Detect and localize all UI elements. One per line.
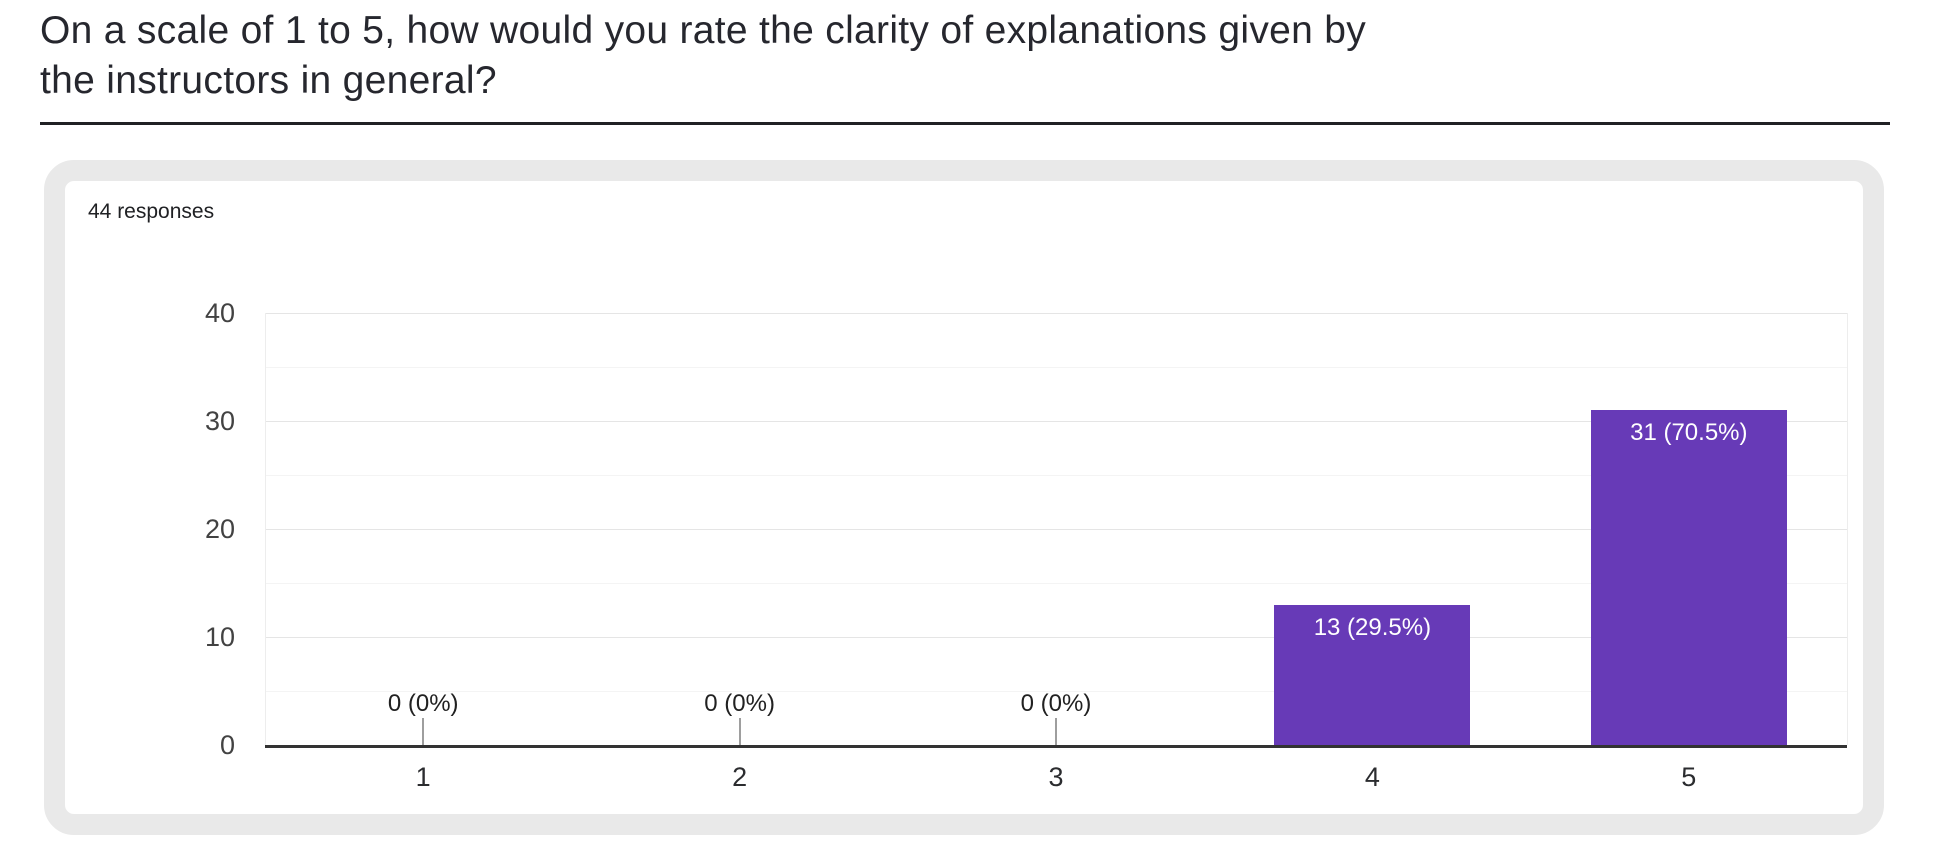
zero-value-label: 0 (0%) <box>704 690 775 717</box>
plot-left-border <box>265 313 266 745</box>
gridline-major <box>265 313 1847 314</box>
zero-value-label: 0 (0%) <box>1020 690 1092 717</box>
bar-chart: 0 10 20 30 40 0 (0%) 1 0 (0%) 2 0 (0%) 3 13 (29.5%)… <box>65 181 1863 814</box>
x-tick-label: 5 <box>1681 762 1697 792</box>
y-tick-label: 10 <box>204 622 235 652</box>
zero-value-label: 0 (0%) <box>387 690 459 717</box>
x-tick-label: 4 <box>1364 762 1380 792</box>
gridline-minor <box>265 475 1847 476</box>
bar[interactable] <box>1590 410 1787 745</box>
bar[interactable] <box>1274 604 1471 745</box>
plot-right-border <box>1847 313 1848 745</box>
y-tick-label: 20 <box>204 514 235 544</box>
question-title-line-2: the instructors in general? <box>40 59 497 102</box>
x-tick-label: 3 <box>1048 762 1064 792</box>
responses-card: 44 responses 0 10 20 30 40 0 (0%) 1 0 (0%) 2 0 (0… <box>44 160 1884 835</box>
y-tick-label: 0 <box>219 730 235 760</box>
bar-value-label: 13 (29.5%) <box>1313 613 1432 641</box>
question-title: On a scale of 1 to 5, how would you rate… <box>40 6 1900 106</box>
responses-count: 44 responses <box>88 200 215 223</box>
title-underline <box>40 122 1890 125</box>
gridline-minor <box>265 367 1847 368</box>
gridline-major <box>265 529 1847 530</box>
zero-tick-stem <box>422 718 425 745</box>
zero-tick-stem <box>738 718 741 745</box>
responses-card-inner: 44 responses 0 10 20 30 40 0 (0%) 1 0 (0%) 2 0 (0… <box>65 181 1863 814</box>
y-tick-label: 40 <box>204 298 235 328</box>
gridline-minor <box>265 691 1847 692</box>
gridline-major <box>265 637 1847 638</box>
question-title-line-1: On a scale of 1 to 5, how would you rate… <box>40 9 1367 52</box>
gridline-major <box>265 421 1847 422</box>
bar-value-label: 31 (70.5%) <box>1630 419 1748 447</box>
zero-tick-stem <box>1055 718 1057 745</box>
x-tick-label: 1 <box>415 762 431 792</box>
y-tick-label: 30 <box>204 406 235 436</box>
gridline-minor <box>265 583 1847 584</box>
x-tick-label: 2 <box>732 762 748 792</box>
x-axis-baseline <box>265 745 1847 748</box>
